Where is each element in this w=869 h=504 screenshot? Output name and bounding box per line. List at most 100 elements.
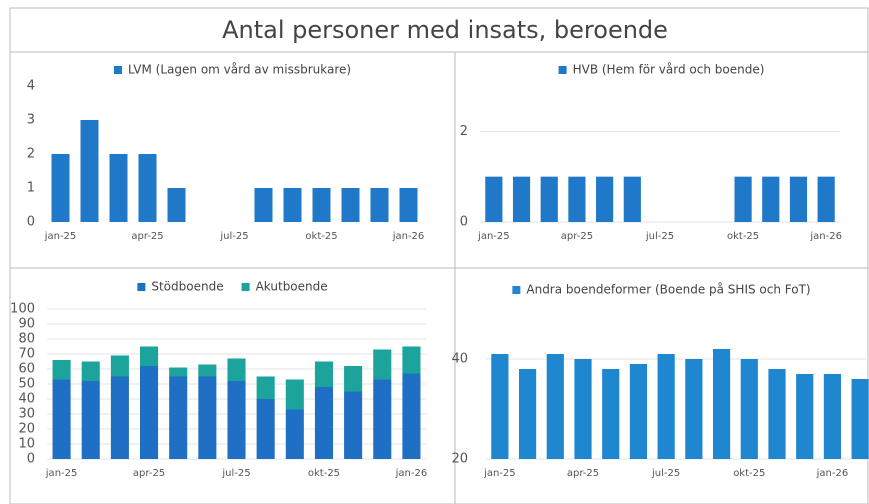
bar: [254, 188, 273, 222]
x-tick-label: okt-25: [305, 231, 337, 242]
x-tick-label: jan-26: [395, 468, 428, 479]
bar: [623, 176, 641, 222]
y-tick-label: 10: [18, 437, 35, 452]
legend-label: Akutboende: [256, 280, 328, 294]
x-tick-label: jul-25: [219, 231, 248, 242]
bar: [81, 361, 100, 381]
bar: [256, 376, 275, 399]
bar: [341, 188, 360, 222]
y-tick-label: 0: [460, 215, 468, 230]
bar: [602, 369, 620, 459]
bar: [285, 379, 304, 410]
bar: [817, 176, 835, 222]
x-tick-label: apr-25: [133, 468, 165, 479]
y-tick-label: 100: [10, 302, 35, 317]
bar: [169, 367, 188, 377]
y-tick-label: 1: [27, 181, 35, 196]
legend-swatch: [137, 283, 146, 291]
y-tick-label: 0: [27, 452, 35, 467]
bar: [140, 366, 159, 459]
bar: [540, 176, 558, 222]
bar: [81, 381, 100, 459]
x-tick-label: jan-25: [477, 231, 510, 242]
bar: [140, 346, 159, 366]
x-tick-label: jan-25: [45, 468, 78, 479]
bar: [491, 354, 509, 459]
bar: [789, 176, 808, 222]
x-tick-label: apr-25: [567, 468, 599, 479]
bar: [283, 188, 302, 222]
bar: [80, 120, 99, 222]
bar: [312, 188, 331, 222]
bar: [169, 376, 188, 459]
bar: [52, 360, 71, 380]
x-tick-label: okt-25: [727, 231, 759, 242]
bar: [373, 349, 392, 380]
title-box: [9, 7, 869, 53]
x-tick-label: jan-26: [392, 231, 425, 242]
x-tick-label: jan-25: [44, 231, 77, 242]
bar: [110, 355, 129, 377]
bar: [485, 176, 503, 222]
bar: [712, 349, 731, 459]
y-tick-label: 3: [27, 113, 35, 128]
bar: [740, 359, 758, 459]
bar: [227, 381, 246, 459]
legend-label: HVB (Hem för vård och boende): [573, 63, 765, 77]
bar: [285, 409, 304, 459]
bar: [512, 176, 531, 222]
bar: [370, 188, 389, 222]
bar: [596, 176, 614, 222]
bar: [402, 373, 421, 459]
bar: [796, 374, 814, 459]
y-tick-label: 20: [18, 422, 35, 437]
y-tick-label: 4: [27, 79, 35, 94]
legend-swatch: [113, 66, 122, 74]
y-tick-label: 40: [451, 352, 468, 367]
bar: [629, 364, 648, 459]
x-tick-label: jul-25: [645, 231, 674, 242]
bar: [734, 176, 752, 222]
bar: [768, 369, 786, 459]
dashboard-title: Antal personer med insats, beroende: [222, 16, 668, 44]
bar: [198, 376, 217, 459]
bar: [657, 354, 675, 459]
bar: [51, 154, 70, 222]
x-tick-label: okt-25: [733, 468, 765, 479]
legend-swatch: [512, 286, 521, 294]
bar: [256, 399, 275, 459]
y-tick-label: 2: [460, 124, 468, 139]
bar: [762, 176, 780, 222]
bar: [518, 369, 537, 459]
x-tick-label: okt-25: [308, 468, 340, 479]
y-tick-label: 50: [18, 377, 35, 392]
x-tick-label: jan-25: [483, 468, 516, 479]
bar: [685, 359, 703, 459]
x-tick-label: apr-25: [131, 231, 163, 242]
x-tick-label: jul-25: [221, 468, 250, 479]
x-tick-label: jul-25: [651, 468, 680, 479]
bar: [227, 358, 246, 381]
y-tick-label: 90: [18, 317, 35, 332]
bar: [373, 379, 392, 459]
y-tick-label: 0: [27, 215, 35, 230]
y-tick-label: 30: [18, 407, 35, 422]
bar: [344, 391, 363, 459]
bar: [198, 364, 217, 377]
bar: [109, 154, 128, 222]
bar: [110, 376, 129, 459]
y-tick-label: 40: [18, 392, 35, 407]
y-tick-label: 70: [18, 347, 35, 362]
legend-swatch: [558, 66, 567, 74]
legend-label: Stödboende: [151, 280, 223, 294]
bar: [546, 354, 564, 459]
x-tick-label: apr-25: [561, 231, 593, 242]
bar: [568, 176, 586, 222]
x-tick-label: jan-26: [816, 468, 849, 479]
bar: [314, 387, 333, 459]
y-tick-label: 80: [18, 332, 35, 347]
bar: [402, 346, 421, 374]
legend-label: Andra boendeformer (Boende på SHIS och F…: [526, 283, 810, 297]
bar: [574, 359, 592, 459]
